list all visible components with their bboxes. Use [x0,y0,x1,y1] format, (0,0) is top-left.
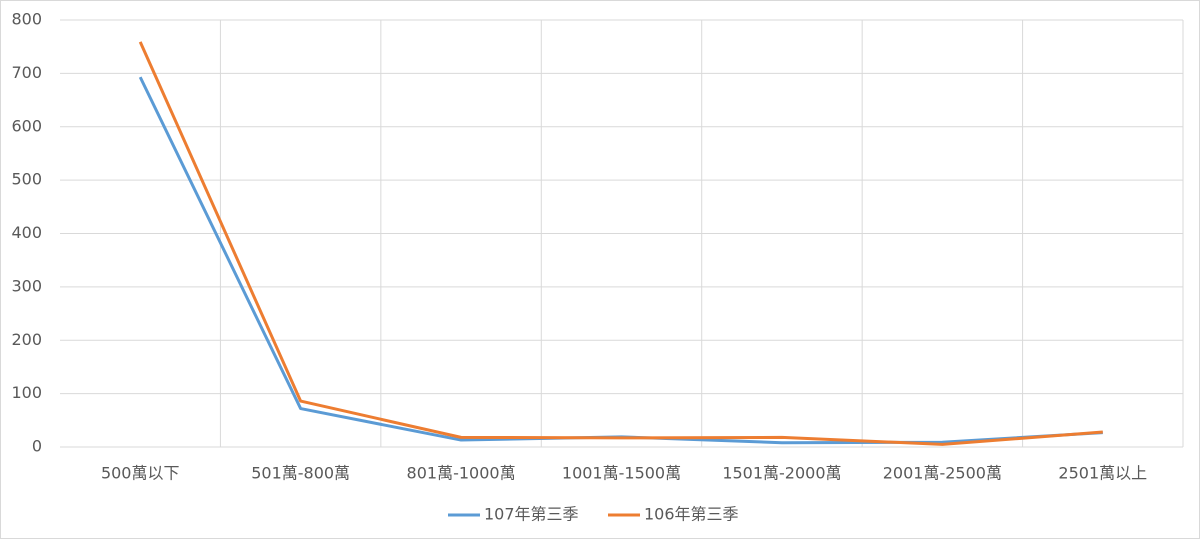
legend-label: 107年第三季 [484,505,579,524]
y-tick-label: 700 [11,63,42,82]
y-tick-label: 300 [11,276,42,295]
legend-label: 106年第三季 [644,505,739,524]
x-tick-label: 501萬-800萬 [251,464,350,483]
x-tick-label: 1001萬-1500萬 [562,464,681,483]
y-tick-label: 600 [11,116,42,135]
y-tick-label: 800 [11,10,42,29]
y-tick-label: 500 [11,170,42,189]
x-tick-label: 1501萬-2000萬 [722,464,841,483]
x-tick-label: 801萬-1000萬 [407,464,516,483]
x-tick-label: 2501萬以上 [1058,464,1147,483]
y-tick-label: 100 [11,383,42,402]
y-tick-label: 400 [11,223,42,242]
x-tick-label: 2001萬-2500萬 [883,464,1002,483]
line-series [138,41,1103,446]
y-tick-label: 0 [32,437,42,456]
y-tick-label: 200 [11,330,42,349]
x-tick-label: 500萬以下 [101,464,180,483]
